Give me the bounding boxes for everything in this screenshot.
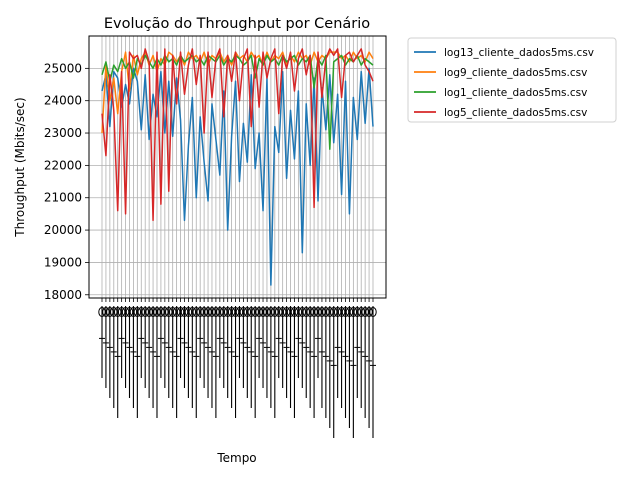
x-tick-label — [318, 306, 326, 408]
x-tick-label — [243, 306, 252, 398]
x-tick-label — [220, 306, 228, 388]
x-tick-label — [267, 306, 275, 408]
y-tick-label: 24000 — [44, 94, 82, 108]
y-tick-label: 18000 — [44, 288, 82, 302]
x-tick-label — [310, 306, 318, 418]
chart-title: Evolução do Throughput por Cenário — [104, 16, 370, 32]
x-tick-label — [227, 306, 236, 408]
x-tick-label — [223, 306, 232, 398]
x-tick-label — [117, 306, 126, 378]
x-tick-label — [121, 306, 130, 388]
y-tick-label: 19000 — [44, 255, 82, 269]
x-tick-label — [337, 306, 346, 408]
series-line-log5 — [101, 48, 374, 222]
x-tick-label — [282, 306, 291, 398]
x-tick-label — [208, 306, 216, 408]
x-tick-label — [322, 306, 330, 418]
y-axis: 18000 19000 20000 21000 22000 23000 24000 25000 — [44, 61, 89, 302]
x-axis — [98, 298, 377, 438]
x-tick-label — [235, 306, 244, 378]
x-tick-label — [129, 306, 138, 408]
x-tick-label — [239, 306, 248, 388]
x-tick-label — [200, 306, 208, 388]
x-tick-label — [349, 306, 358, 438]
legend-label: log9_cliente_dados5ms.csv — [444, 67, 587, 79]
legend-frame — [407, 37, 617, 123]
y-tick-label: 20000 — [44, 223, 82, 237]
x-tick-label — [231, 306, 240, 418]
series-layer — [101, 48, 374, 286]
x-tick-label — [149, 306, 157, 408]
x-tick-label — [341, 306, 350, 418]
x-tick-label — [216, 306, 224, 378]
x-tick-label — [298, 306, 307, 388]
x-tick-label — [357, 306, 365, 408]
x-tick-label — [212, 306, 220, 418]
x-tick-label — [168, 306, 177, 408]
x-tick-label — [286, 306, 295, 408]
x-tick-label — [192, 306, 200, 418]
x-tick-label — [153, 306, 161, 418]
x-tick-label — [326, 306, 334, 428]
legend-label: log13_cliente_dados5ms.csv — [444, 47, 594, 59]
x-tick-label — [263, 306, 271, 398]
series-line-log1 — [101, 54, 374, 150]
x-tick-label — [361, 306, 369, 418]
x-tick-label — [275, 306, 283, 378]
x-tick-label — [137, 306, 145, 378]
x-tick-label — [172, 306, 181, 418]
x-tick-label — [333, 306, 342, 398]
legend-label: log5_cliente_dados5ms.csv — [444, 107, 587, 119]
y-tick-label: 23000 — [44, 126, 82, 140]
x-tick-label — [102, 306, 110, 388]
x-tick-label — [145, 306, 153, 398]
x-tick-label — [98, 306, 106, 378]
x-tick-label — [114, 306, 122, 418]
x-tick-label — [271, 306, 279, 418]
x-tick-label — [247, 306, 255, 408]
x-tick-label — [353, 306, 361, 398]
x-tick-label — [255, 306, 263, 378]
x-tick-label — [165, 306, 173, 398]
x-tick-label — [251, 306, 259, 418]
x-axis-label: Tempo — [216, 451, 256, 465]
x-tick-label — [188, 306, 197, 408]
x-tick-label — [157, 306, 165, 378]
x-tick-label — [278, 306, 287, 388]
y-axis-label: Throughput (Mbits/sec) — [13, 97, 27, 237]
x-tick-label — [365, 306, 373, 428]
x-tick-label — [125, 306, 134, 398]
x-tick-label — [345, 306, 354, 428]
legend-label: log1_cliente_dados5ms.csv — [444, 87, 587, 99]
x-tick-label — [314, 306, 322, 378]
y-tick-label: 21000 — [44, 191, 82, 205]
y-tick-label: 25000 — [44, 61, 82, 75]
x-tick-label — [184, 306, 193, 398]
legend: log13_cliente_dados5ms.csv log9_cliente_d… — [407, 37, 617, 123]
x-tick-label — [110, 306, 118, 408]
x-tick-label — [294, 306, 303, 378]
x-tick-label — [330, 306, 338, 438]
x-tick-label — [176, 306, 185, 378]
x-tick-label — [259, 306, 267, 388]
x-tick-label — [302, 306, 310, 398]
x-tick-label — [369, 306, 377, 438]
x-tick-label — [204, 306, 212, 398]
x-tick-label — [180, 306, 189, 388]
x-tick-label — [306, 306, 314, 408]
x-tick-label — [133, 306, 142, 418]
x-tick-label — [290, 306, 299, 418]
x-tick-label — [106, 306, 114, 398]
x-tick-label — [196, 306, 204, 378]
x-tick-label — [161, 306, 169, 388]
plot-area-frame — [88, 35, 387, 299]
x-tick-label — [141, 306, 149, 388]
y-tick-label: 22000 — [44, 158, 82, 172]
